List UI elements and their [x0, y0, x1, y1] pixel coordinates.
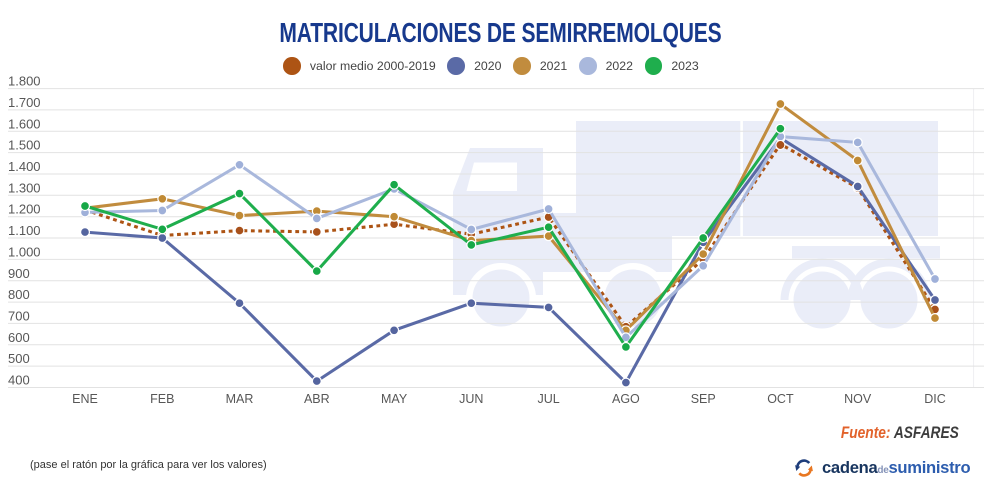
svg-text:1.500: 1.500 [8, 138, 41, 153]
svg-text:MAY: MAY [381, 392, 408, 406]
svg-text:800: 800 [8, 287, 30, 302]
svg-text:SEP: SEP [691, 392, 716, 406]
svg-text:1.400: 1.400 [8, 159, 41, 174]
svg-text:1.600: 1.600 [8, 116, 41, 131]
svg-text:1.800: 1.800 [8, 74, 41, 89]
svg-text:JUN: JUN [459, 392, 483, 406]
svg-text:1.100: 1.100 [8, 223, 41, 238]
svg-text:FEB: FEB [150, 392, 174, 406]
svg-text:700: 700 [8, 308, 30, 323]
svg-text:1.300: 1.300 [8, 180, 41, 195]
svg-text:DIC: DIC [924, 392, 946, 406]
svg-text:ENE: ENE [72, 392, 98, 406]
svg-text:1.000: 1.000 [8, 244, 41, 259]
svg-text:1.200: 1.200 [8, 202, 41, 217]
svg-text:900: 900 [8, 266, 30, 281]
svg-text:MAR: MAR [226, 392, 254, 406]
svg-text:JUL: JUL [537, 392, 559, 406]
svg-text:400: 400 [8, 373, 30, 388]
svg-text:NOV: NOV [844, 392, 872, 406]
svg-text:ABR: ABR [304, 392, 330, 406]
svg-text:500: 500 [8, 351, 30, 366]
svg-text:AGO: AGO [612, 392, 640, 406]
svg-text:1.700: 1.700 [8, 95, 41, 110]
svg-text:OCT: OCT [767, 392, 794, 406]
svg-text:600: 600 [8, 330, 30, 345]
